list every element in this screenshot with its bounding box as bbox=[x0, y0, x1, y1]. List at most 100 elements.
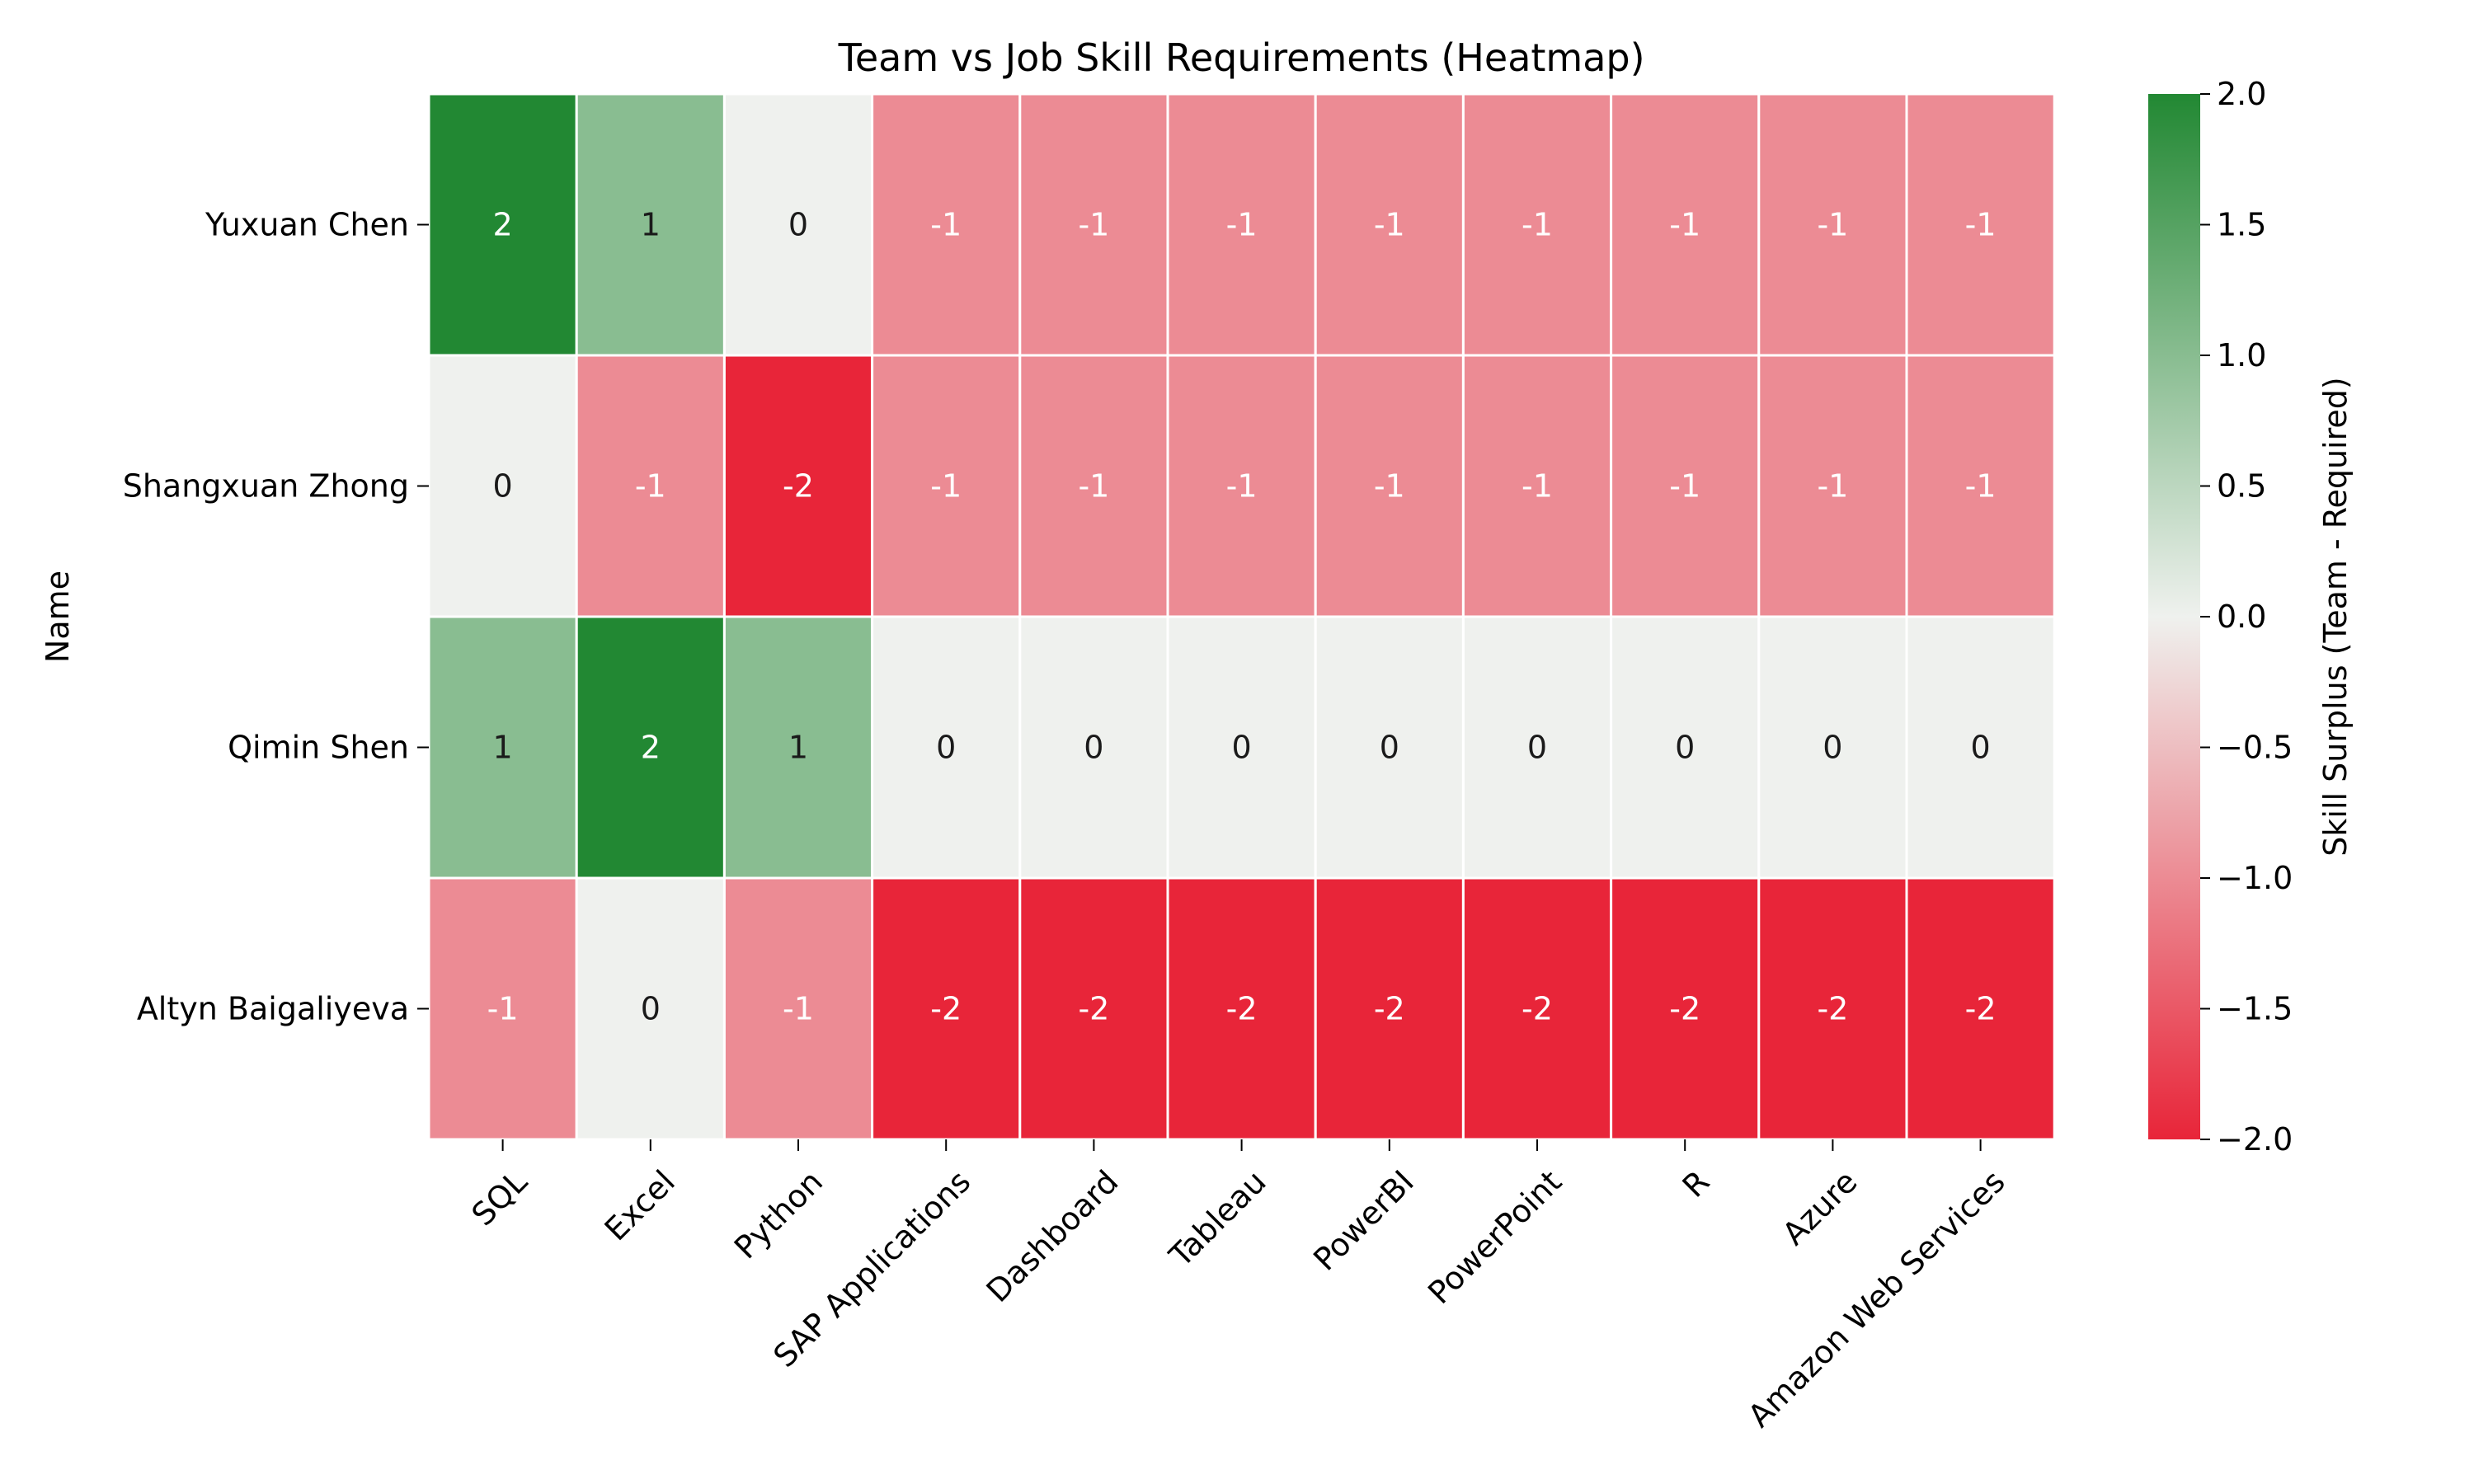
heatmap-cell bbox=[1166, 354, 1317, 618]
cell-value-label: 1 bbox=[788, 730, 808, 766]
y-tick-label: Qimin Shen bbox=[228, 730, 409, 766]
cell-value-label: -1 bbox=[930, 207, 962, 243]
y-axis-label: Name bbox=[40, 571, 76, 663]
heatmap-cell bbox=[1166, 615, 1317, 880]
cell-value-label: -1 bbox=[1669, 207, 1700, 243]
heatmap-cell bbox=[1610, 615, 1761, 880]
heatmap-cell bbox=[427, 92, 578, 357]
cell-value-label: 1 bbox=[641, 207, 661, 243]
cell-value-label: 2 bbox=[641, 730, 661, 766]
cell-value-label: -1 bbox=[1078, 468, 1109, 505]
heatmap-cell bbox=[871, 92, 1022, 357]
x-tick-label: PowerPoint bbox=[1421, 1163, 1569, 1311]
cell-value-label: -1 bbox=[1522, 468, 1553, 505]
heatmap-cells: 2 1 0 -1 -1 -1 -1 -1 -1 -1 -1 0 -1 -2 -1 -1 -1 -1 -1 -1 -1 -1… bbox=[427, 92, 2056, 1141]
cell-value-label: -1 bbox=[1817, 207, 1848, 243]
cell-value-label: -1 bbox=[1374, 468, 1405, 505]
cell-value-label: -1 bbox=[1226, 207, 1258, 243]
cell-value-label: -2 bbox=[783, 468, 814, 505]
cell-value-label: -1 bbox=[1965, 207, 1997, 243]
cell-value-label: 0 bbox=[1971, 730, 1991, 766]
heatmap-cell bbox=[1461, 354, 1613, 618]
heatmap-cell bbox=[1905, 876, 2056, 1141]
cell-value-label: -1 bbox=[1669, 468, 1700, 505]
cell-value-label: -2 bbox=[1965, 991, 1997, 1027]
colorbar-tick-label: 1.5 bbox=[2217, 207, 2266, 243]
heatmap-cell bbox=[1757, 876, 1908, 1141]
x-tick-label: Azure bbox=[1776, 1163, 1865, 1252]
cell-value-label: 0 bbox=[493, 468, 513, 505]
heatmap-cell bbox=[1314, 354, 1465, 618]
cell-value-label: -1 bbox=[1817, 468, 1848, 505]
cell-value-label: -2 bbox=[1817, 991, 1848, 1027]
heatmap-cell bbox=[1018, 92, 1169, 357]
cell-value-label: -2 bbox=[1522, 991, 1553, 1027]
colorbar-tick-label: 1.0 bbox=[2217, 337, 2266, 373]
cell-value-label: -1 bbox=[1965, 468, 1997, 505]
cell-value-label: -2 bbox=[1078, 991, 1109, 1027]
heatmap-cell bbox=[575, 354, 726, 618]
heatmap-cell bbox=[1166, 876, 1317, 1141]
heatmap-cell bbox=[1905, 354, 2056, 618]
cell-value-label: 2 bbox=[493, 207, 513, 243]
cell-value-label: 1 bbox=[493, 730, 513, 766]
x-tick-label: Python bbox=[727, 1163, 830, 1266]
colorbar-tick-label: 0.0 bbox=[2217, 599, 2266, 635]
colorbar-gradient bbox=[2148, 94, 2200, 1139]
heatmap-cell bbox=[1314, 615, 1465, 880]
heatmap-cell bbox=[722, 615, 874, 880]
y-tick-label: Yuxuan Chen bbox=[205, 207, 409, 243]
heatmap-cell bbox=[1018, 354, 1169, 618]
cell-value-label: -1 bbox=[1374, 207, 1405, 243]
heatmap-cell bbox=[1461, 92, 1613, 357]
cell-value-label: 0 bbox=[641, 991, 661, 1027]
x-tick-label: R bbox=[1676, 1163, 1717, 1205]
cell-value-label: 0 bbox=[1380, 730, 1399, 766]
heatmap-cell bbox=[1757, 92, 1908, 357]
heatmap-cell bbox=[427, 615, 578, 880]
heatmap-cell bbox=[1018, 615, 1169, 880]
heatmap-cell bbox=[1757, 354, 1908, 618]
heatmap-cell bbox=[575, 92, 726, 357]
x-tick-label: Tableau bbox=[1162, 1163, 1273, 1275]
heatmap-cell bbox=[575, 876, 726, 1141]
chart-title: Team vs Job Skill Requirements (Heatmap) bbox=[838, 35, 1645, 80]
heatmap-cell bbox=[1610, 354, 1761, 618]
colorbar-tick-label: −0.5 bbox=[2217, 730, 2293, 766]
y-tick-label: Shangxuan Zhong bbox=[123, 468, 409, 505]
colorbar-tick-label: 2.0 bbox=[2217, 76, 2266, 112]
cell-value-label: -1 bbox=[1226, 468, 1258, 505]
cell-value-label: -2 bbox=[1226, 991, 1258, 1027]
heatmap-cell bbox=[871, 876, 1022, 1141]
heatmap-cell bbox=[427, 354, 578, 618]
colorbar-label: Skill Surplus (Team - Required) bbox=[2317, 377, 2354, 856]
cell-value-label: 0 bbox=[936, 730, 956, 766]
cell-value-label: -2 bbox=[1374, 991, 1405, 1027]
cell-value-label: -1 bbox=[1078, 207, 1109, 243]
cell-value-label: -1 bbox=[1522, 207, 1553, 243]
x-tick-label: Dashboard bbox=[980, 1163, 1126, 1309]
colorbar: 2.0 1.5 1.0 0.5 0.0 −0.5 −1.0 −1.5 −2.0 bbox=[2148, 76, 2293, 1158]
heatmap-cell bbox=[1905, 615, 2056, 880]
cell-value-label: 0 bbox=[1232, 730, 1252, 766]
cell-value-label: 0 bbox=[1675, 730, 1695, 766]
cell-value-label: -1 bbox=[487, 991, 519, 1027]
colorbar-tick-label: −1.5 bbox=[2217, 991, 2293, 1027]
colorbar-tick-label: −1.0 bbox=[2217, 860, 2293, 896]
cell-value-label: 0 bbox=[1823, 730, 1842, 766]
x-tick-label: PowerBI bbox=[1306, 1163, 1421, 1278]
cell-value-label: 0 bbox=[1527, 730, 1547, 766]
cell-value-label: 0 bbox=[788, 207, 808, 243]
x-tick-label: Excel bbox=[598, 1163, 682, 1247]
heatmap-cell bbox=[722, 92, 874, 357]
heatmap-cell bbox=[722, 876, 874, 1141]
heatmap-cell bbox=[1314, 876, 1465, 1141]
x-tick-label: Amazon Web Services bbox=[1741, 1163, 2012, 1435]
heatmap-cell bbox=[1018, 876, 1169, 1141]
cell-value-label: -1 bbox=[783, 991, 814, 1027]
y-axis-ticks: Yuxuan Chen Shangxuan Zhong Qimin Shen Alty… bbox=[123, 207, 429, 1027]
cell-value-label: -2 bbox=[1669, 991, 1700, 1027]
colorbar-tick-label: 0.5 bbox=[2217, 468, 2266, 505]
